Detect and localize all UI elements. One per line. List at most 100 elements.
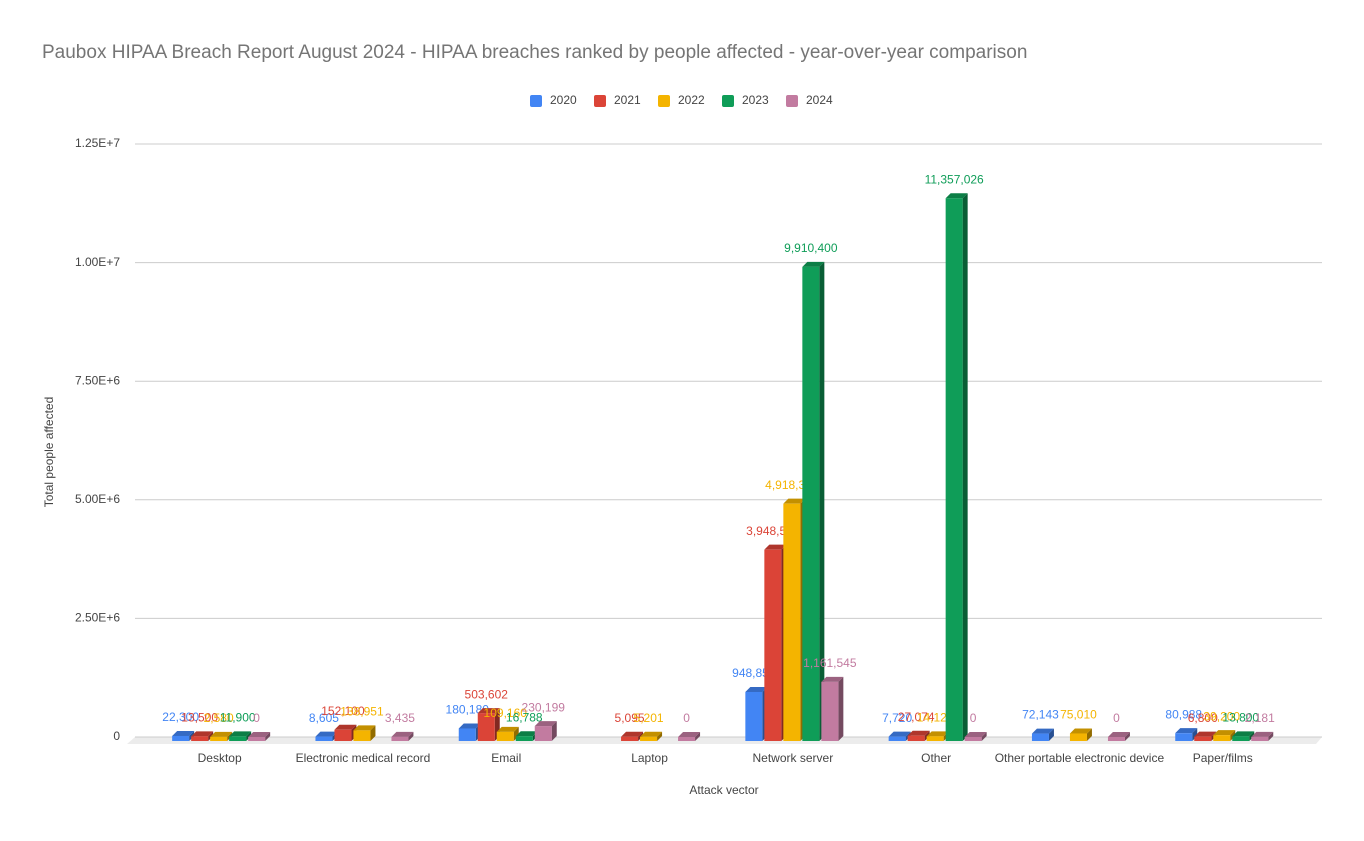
- value-label: 7,720: [882, 711, 912, 725]
- bar: [640, 731, 663, 741]
- bar-top: [888, 731, 911, 737]
- legend-label: 2021: [614, 93, 641, 107]
- x-tick-label: Network server: [753, 751, 834, 765]
- bar-top: [1251, 731, 1274, 737]
- value-label: 0: [970, 711, 977, 725]
- bar-front: [1194, 736, 1212, 741]
- bar-front: [964, 737, 982, 741]
- bar-front: [210, 736, 228, 741]
- bar-front: [477, 713, 495, 741]
- value-label: 0: [1113, 711, 1120, 725]
- bar: [353, 725, 376, 741]
- bar-top: [945, 193, 968, 199]
- bar-front: [678, 737, 696, 741]
- value-label: 503,602: [465, 687, 509, 701]
- legend-swatch: [786, 95, 798, 107]
- bar-front: [172, 735, 190, 741]
- legend-swatch: [594, 95, 606, 107]
- bar: [534, 721, 557, 741]
- x-tick-label: Paper/films: [1193, 751, 1253, 765]
- bar-front: [621, 736, 639, 741]
- value-label: 80,988: [1165, 707, 1202, 721]
- value-label: 0: [683, 711, 690, 725]
- bar-front: [783, 503, 801, 741]
- bar-front: [458, 728, 476, 741]
- bar-top: [745, 686, 768, 692]
- bar-top: [334, 724, 357, 730]
- value-label: 39,200: [1203, 709, 1240, 723]
- bar: [678, 732, 701, 741]
- bar-front: [1251, 736, 1269, 741]
- bar: [458, 723, 481, 741]
- bar-side: [513, 726, 519, 741]
- value-label: 11,900: [220, 711, 256, 725]
- value-label: 6,800: [1188, 711, 1218, 725]
- bar: [248, 732, 271, 741]
- bar-front: [229, 736, 247, 741]
- floor: [127, 737, 1322, 744]
- bar: [477, 708, 500, 741]
- value-label: 230,199: [522, 700, 566, 714]
- x-tick-label: Desktop: [198, 751, 242, 765]
- bar-top: [1107, 732, 1130, 737]
- value-label: 2,580: [204, 711, 234, 725]
- bar-front: [764, 549, 782, 741]
- bar-top: [640, 731, 663, 737]
- bar: [1107, 732, 1130, 741]
- x-tick-label: Email: [491, 751, 521, 765]
- bar-side: [265, 732, 271, 741]
- value-label: 152,100: [321, 704, 365, 718]
- bar-front: [315, 736, 333, 741]
- y-tick-label: 1.25E+7: [75, 136, 120, 150]
- value-label: 16,788: [506, 710, 543, 724]
- bar-front: [1175, 733, 1193, 741]
- bar-top: [1232, 731, 1255, 737]
- bar-side: [695, 732, 701, 741]
- bar: [191, 731, 214, 741]
- bar-top: [315, 731, 338, 737]
- bar: [1232, 731, 1255, 741]
- bar-top: [621, 731, 644, 737]
- y-axis-label: Total people affected: [42, 397, 56, 508]
- bar-front: [391, 736, 409, 741]
- bar: [764, 544, 787, 741]
- bar: [1069, 728, 1092, 741]
- bar-top: [458, 723, 481, 729]
- x-axis-label: Attack vector: [689, 783, 758, 797]
- bar-front: [496, 731, 514, 741]
- bar-front: [745, 691, 763, 741]
- bar-side: [657, 731, 663, 741]
- bar-side: [370, 725, 376, 741]
- bar-front: [888, 736, 906, 741]
- value-label: 3,435: [385, 711, 415, 725]
- x-tick-label: Other: [921, 751, 951, 765]
- bar-side: [1249, 731, 1255, 741]
- bar-top: [515, 731, 538, 737]
- legend-swatch: [722, 95, 734, 107]
- bar-front: [945, 198, 963, 742]
- x-tick-label: Other portable electronic device: [995, 751, 1165, 765]
- bar-front: [1031, 733, 1049, 741]
- value-label: 27,074: [898, 710, 935, 724]
- bar-front: [926, 736, 944, 741]
- bar: [391, 731, 414, 741]
- bar-front: [1232, 736, 1250, 741]
- bar: [964, 732, 987, 741]
- bar-front: [907, 735, 925, 741]
- y-tick-label: 2.50E+6: [75, 611, 120, 625]
- legend-label: 2020: [550, 93, 577, 107]
- bar-side: [838, 676, 844, 741]
- bar-side: [819, 261, 825, 741]
- bar-top: [1069, 728, 1092, 734]
- bar-top: [191, 731, 214, 737]
- bar-side: [246, 731, 252, 741]
- value-label: 8,605: [309, 711, 339, 725]
- bar-front: [1213, 735, 1231, 741]
- value-label: 22,300: [162, 710, 199, 724]
- value-label: 109,160: [484, 706, 528, 720]
- bar-front: [515, 736, 533, 741]
- x-tick-label: Electronic medical record: [296, 751, 431, 765]
- bar-top: [1031, 728, 1054, 734]
- bar-front: [802, 266, 820, 741]
- legend-label: 2024: [806, 93, 833, 107]
